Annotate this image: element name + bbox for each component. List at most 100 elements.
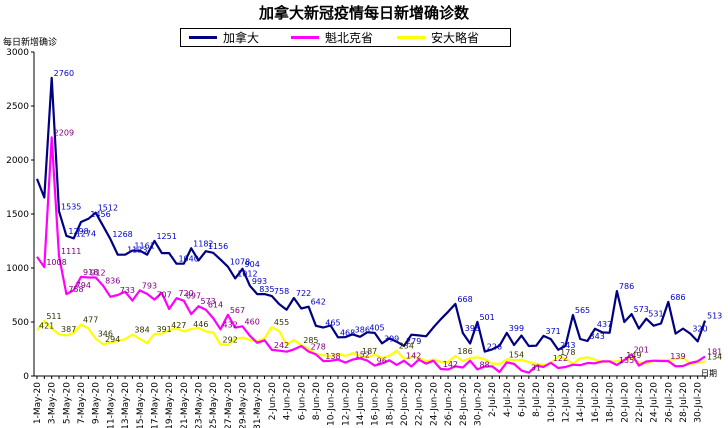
data-label: 793 <box>142 281 157 290</box>
data-label: 386 <box>355 325 370 334</box>
x-tick-label: 20-Jul-20 <box>620 382 630 423</box>
data-label: 707 <box>156 291 171 300</box>
legend-item-ontario: 安大略省 <box>397 29 479 46</box>
data-label: 460 <box>245 317 260 326</box>
data-label: 794 <box>76 281 91 290</box>
x-tick-label: 11-May-20 <box>106 382 116 428</box>
data-label: 139 <box>670 352 685 361</box>
x-tick-label: 21-May-20 <box>180 382 190 428</box>
data-label: 446 <box>193 320 208 329</box>
data-label: 513 <box>707 312 722 321</box>
data-label: 201 <box>634 345 649 354</box>
data-label: 2760 <box>54 69 74 78</box>
data-label: 455 <box>274 318 289 327</box>
x-tick-label: 24-Jul-20 <box>650 382 660 423</box>
x-tick-label: 6-Jun-20 <box>297 382 307 421</box>
x-tick-label: 4-Jun-20 <box>283 382 293 421</box>
x-tick-label: 14-Jul-20 <box>576 382 586 423</box>
data-label: 904 <box>245 260 260 269</box>
data-label: 567 <box>230 306 245 315</box>
data-label: 2209 <box>54 128 74 137</box>
data-label: 501 <box>479 313 494 322</box>
data-label: 320 <box>692 325 707 334</box>
data-label: 135 <box>619 356 634 365</box>
data-label: 511 <box>46 312 61 321</box>
data-label: 384 <box>134 326 149 335</box>
x-tick-label: 6-Jul-20 <box>517 382 527 417</box>
data-label: 346 <box>98 330 113 339</box>
x-tick-label: 9-May-20 <box>92 382 102 424</box>
x-tick-label: 23-May-20 <box>194 382 204 428</box>
data-label: 468 <box>340 328 355 337</box>
data-label: 437 <box>597 320 612 329</box>
data-label: 427 <box>171 321 186 330</box>
data-label: 614 <box>208 301 223 310</box>
data-label: 122 <box>553 354 568 363</box>
data-label: 187 <box>362 347 377 356</box>
data-label: 573 <box>634 305 649 314</box>
series-line-1 <box>36 136 706 374</box>
x-tick-label: 30-Jun-20 <box>473 382 483 426</box>
x-axis-label: 日期 <box>701 369 717 378</box>
x-tick-label: 2-Jul-20 <box>488 382 498 417</box>
data-label: 1008 <box>46 258 66 267</box>
x-tick-label: 4-Jul-20 <box>503 382 513 417</box>
data-label: 88 <box>479 360 489 369</box>
x-tick-label: 16-Jul-20 <box>591 382 601 423</box>
data-label: 149 <box>626 351 641 360</box>
x-tick-label: 29-May-20 <box>239 382 249 428</box>
x-tick-label: 24-Jun-20 <box>429 382 439 426</box>
data-label: 142 <box>406 352 421 361</box>
x-tick-label: 31-May-20 <box>253 382 263 428</box>
data-label: 154 <box>509 350 524 359</box>
x-tick-label: 27-May-20 <box>224 382 234 428</box>
x-tick-label: 17-May-20 <box>150 382 160 428</box>
x-tick-label: 14-Jun-20 <box>356 382 366 426</box>
data-label: 697 <box>186 292 201 301</box>
data-label: 278 <box>311 343 326 352</box>
x-tick-label: 26-Jun-20 <box>444 382 454 426</box>
x-tick-label: 5-May-20 <box>62 382 72 424</box>
y-tick-label: 500 <box>12 318 29 328</box>
data-label: 343 <box>590 332 605 341</box>
data-label: 786 <box>619 282 634 291</box>
data-label: 733 <box>120 286 135 295</box>
data-label: 399 <box>509 324 524 333</box>
data-label: 1156 <box>208 242 228 251</box>
x-tick-label: 10-Jun-20 <box>327 382 337 426</box>
x-tick-label: 20-Jun-20 <box>400 382 410 426</box>
data-label: 1456 <box>90 210 110 219</box>
x-tick-label: 15-May-20 <box>136 382 146 428</box>
data-label: 565 <box>575 306 590 315</box>
x-tick-label: 18-Jun-20 <box>385 382 395 426</box>
x-tick-label: 26-Jul-20 <box>664 382 674 423</box>
data-label: 465 <box>325 319 340 328</box>
x-tick-label: 28-Jun-20 <box>459 382 469 426</box>
data-label: 399 <box>384 334 399 343</box>
data-label: 686 <box>670 293 685 302</box>
data-label: 96 <box>377 357 387 366</box>
y-tick-label: 2500 <box>6 102 29 112</box>
data-label: 186 <box>457 347 472 356</box>
data-label: 477 <box>83 315 98 324</box>
x-tick-label: 19-May-20 <box>165 382 175 428</box>
data-label: 918 <box>83 268 98 277</box>
data-label: 294 <box>105 335 120 344</box>
y-tick-label: 0 <box>23 372 29 382</box>
x-tick-label: 8-Jun-20 <box>312 382 322 421</box>
data-label: 371 <box>546 327 561 336</box>
data-label: 234 <box>399 342 414 351</box>
data-label: 1078 <box>230 258 250 267</box>
data-label: 1182 <box>193 239 213 248</box>
data-label: 1512 <box>98 204 118 213</box>
data-label: 573 <box>200 297 215 306</box>
y-axis-label: 每日新增确诊 <box>3 38 58 48</box>
data-label: 405 <box>369 323 384 332</box>
data-label: 1251 <box>156 232 176 241</box>
data-label: 720 <box>178 289 193 298</box>
y-tick-label: 1500 <box>6 210 29 220</box>
legend: 加拿大 魁北克省 安大略省 <box>180 28 511 47</box>
data-label: 1012 <box>237 269 257 278</box>
data-label: 531 <box>648 310 663 319</box>
data-label: 1268 <box>112 230 132 239</box>
